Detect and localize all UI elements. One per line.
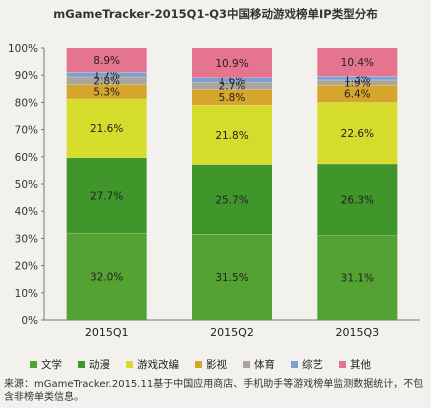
bar-segment xyxy=(192,48,272,78)
bar-segment xyxy=(66,232,147,320)
legend-swatch xyxy=(291,361,298,368)
bar-segment xyxy=(317,163,398,236)
x-tick-label: 2015Q1 xyxy=(85,326,129,339)
legend-swatch xyxy=(243,361,250,368)
legend-swatch xyxy=(30,361,37,368)
data-label: 22.6% xyxy=(341,128,374,140)
bar-segment xyxy=(192,77,272,82)
legend-item: 其他 xyxy=(339,357,371,372)
bar-segment xyxy=(66,84,147,99)
bar-segment xyxy=(317,84,398,103)
bar-segment xyxy=(192,89,272,106)
bar-segment xyxy=(317,79,398,85)
y-tick-label: 40% xyxy=(15,206,38,218)
legend-label: 体育 xyxy=(254,359,275,371)
bar-segment xyxy=(317,102,398,164)
legend-item: 综艺 xyxy=(291,357,323,372)
data-label: 27.7% xyxy=(90,190,123,202)
legend-label: 动漫 xyxy=(89,359,110,371)
y-tick-label: 70% xyxy=(15,125,38,137)
bar-segment xyxy=(317,76,398,80)
chart-title: mGameTracker-2015Q1-Q3中国移动游戏榜单IP类型分布 xyxy=(53,7,378,21)
legend-swatch xyxy=(126,361,133,368)
data-label: 5.3% xyxy=(93,87,120,99)
data-label: 32.0% xyxy=(90,271,123,283)
data-label: 31.5% xyxy=(215,272,248,284)
bar-segment xyxy=(66,157,147,233)
bar-segment xyxy=(192,82,272,90)
data-label: 8.9% xyxy=(93,55,120,67)
data-label: 1.9% xyxy=(344,77,371,89)
legend-item: 动漫 xyxy=(78,357,110,372)
bar-segment xyxy=(192,164,272,235)
data-label: 1.6% xyxy=(219,75,246,87)
legend-item: 文学 xyxy=(30,357,62,372)
legend-swatch xyxy=(195,361,202,368)
legend-label: 影视 xyxy=(206,359,227,371)
data-label: 26.3% xyxy=(341,195,374,207)
data-label: 10.9% xyxy=(215,58,248,70)
x-tick-label: 2015Q3 xyxy=(336,326,380,339)
data-label: 21.6% xyxy=(90,123,123,135)
legend-item: 影视 xyxy=(195,357,227,372)
y-tick-label: 80% xyxy=(15,97,38,109)
data-label: 31.1% xyxy=(341,273,374,285)
stacked-bar-chart: 0% 10% 20% 30% 40% 50% 60% 70% 80% 90% 100% 32.0% 27… xyxy=(8,43,420,339)
y-tick-label: 50% xyxy=(15,179,38,191)
x-tick-label: 2015Q2 xyxy=(210,326,254,339)
data-label: 10.4% xyxy=(341,57,374,69)
y-tick-label: 10% xyxy=(15,288,38,300)
legend-swatch xyxy=(339,361,346,368)
data-label: 6.4% xyxy=(344,89,371,101)
bar-segment xyxy=(317,235,398,320)
legend-item: 游戏改编 xyxy=(126,357,179,372)
bar-segment xyxy=(66,98,147,158)
data-label: 25.7% xyxy=(215,194,248,206)
data-label: 1.7% xyxy=(93,70,120,82)
legend-label: 其他 xyxy=(350,359,371,371)
data-label: 21.8% xyxy=(215,130,248,142)
bar-segment xyxy=(192,234,272,320)
y-tick-label: 30% xyxy=(15,233,38,245)
chart-legend: 文学 动漫 游戏改编 影视 体育 综艺 其他 xyxy=(30,357,371,372)
source-note: 来源：mGameTracker.2015.11基于中国应用商店、手机助手等游戏榜… xyxy=(4,379,424,403)
y-tick-label: 100% xyxy=(8,43,38,55)
legend-label: 综艺 xyxy=(302,359,323,371)
legend-label: 游戏改编 xyxy=(137,359,179,371)
y-tick-label: 60% xyxy=(15,152,38,164)
data-label: 2.8% xyxy=(93,76,120,88)
bar-segment xyxy=(66,72,147,77)
data-label: 5.8% xyxy=(219,92,246,104)
bar-segment xyxy=(66,76,147,85)
legend-item: 体育 xyxy=(243,357,275,372)
data-label: 2.7% xyxy=(219,81,246,93)
bar-segment xyxy=(66,48,147,73)
legend-label: 文学 xyxy=(41,359,62,371)
y-tick-label: 20% xyxy=(15,261,38,273)
y-tick-label: 90% xyxy=(15,70,38,82)
legend-swatch xyxy=(78,361,85,368)
y-tick-label: 0% xyxy=(21,315,38,327)
bar-segment xyxy=(317,48,398,77)
bar-segment xyxy=(192,105,272,165)
